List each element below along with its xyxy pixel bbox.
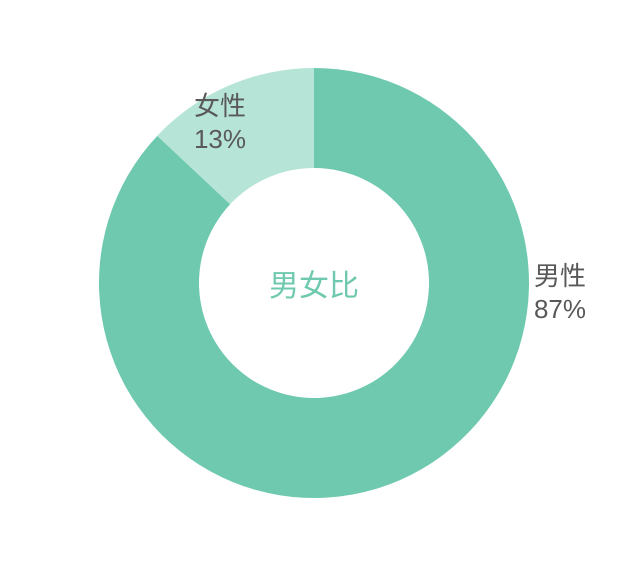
donut-svg bbox=[0, 0, 628, 566]
gender-ratio-donut-chart: 男女比 男性 87% 女性 13% bbox=[0, 0, 628, 566]
